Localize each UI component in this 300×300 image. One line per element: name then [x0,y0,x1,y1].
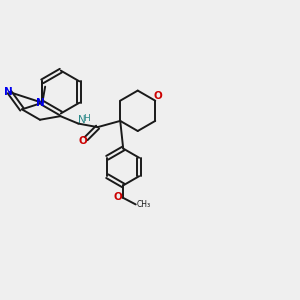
Text: N: N [4,87,12,97]
Text: CH₃: CH₃ [137,200,151,209]
Text: N: N [36,98,45,108]
Text: O: O [153,91,162,101]
Text: O: O [113,192,122,202]
Text: O: O [79,136,88,146]
Text: H: H [83,114,90,123]
Text: N: N [78,115,86,125]
